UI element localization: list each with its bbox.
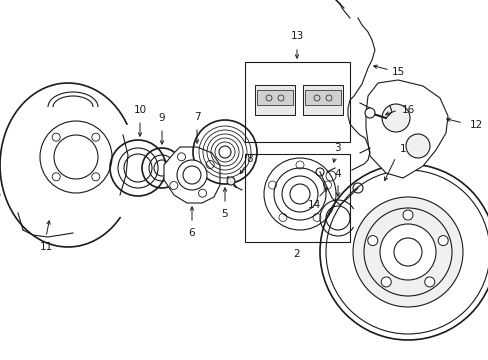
Text: 13: 13 <box>290 31 303 41</box>
Text: 15: 15 <box>390 67 404 77</box>
Text: 6: 6 <box>188 228 195 238</box>
Text: 7: 7 <box>193 112 200 122</box>
Text: 1: 1 <box>399 144 406 154</box>
Text: 4: 4 <box>334 169 341 179</box>
Bar <box>305 90 340 105</box>
Bar <box>257 90 292 105</box>
Text: 9: 9 <box>159 113 165 123</box>
Circle shape <box>177 160 206 190</box>
Text: 14: 14 <box>307 200 320 210</box>
Circle shape <box>437 235 447 246</box>
Circle shape <box>379 224 435 280</box>
Text: 5: 5 <box>221 209 228 219</box>
Text: 12: 12 <box>468 120 482 130</box>
Polygon shape <box>365 80 447 178</box>
Text: 2: 2 <box>293 249 300 259</box>
Text: 3: 3 <box>333 143 340 153</box>
Text: 10: 10 <box>133 105 146 115</box>
Bar <box>254 85 294 115</box>
Circle shape <box>405 134 429 158</box>
Bar <box>244 154 349 242</box>
Circle shape <box>364 108 374 118</box>
Polygon shape <box>163 147 220 203</box>
Circle shape <box>381 104 409 132</box>
Circle shape <box>289 184 309 204</box>
Circle shape <box>424 277 434 287</box>
Text: 16: 16 <box>401 105 414 115</box>
Circle shape <box>381 277 390 287</box>
Text: 8: 8 <box>246 154 253 164</box>
Circle shape <box>226 177 235 185</box>
Circle shape <box>402 210 412 220</box>
Bar <box>303 85 342 115</box>
Circle shape <box>352 197 462 307</box>
Text: 11: 11 <box>40 242 53 252</box>
Circle shape <box>367 235 377 246</box>
Bar <box>244 62 349 142</box>
